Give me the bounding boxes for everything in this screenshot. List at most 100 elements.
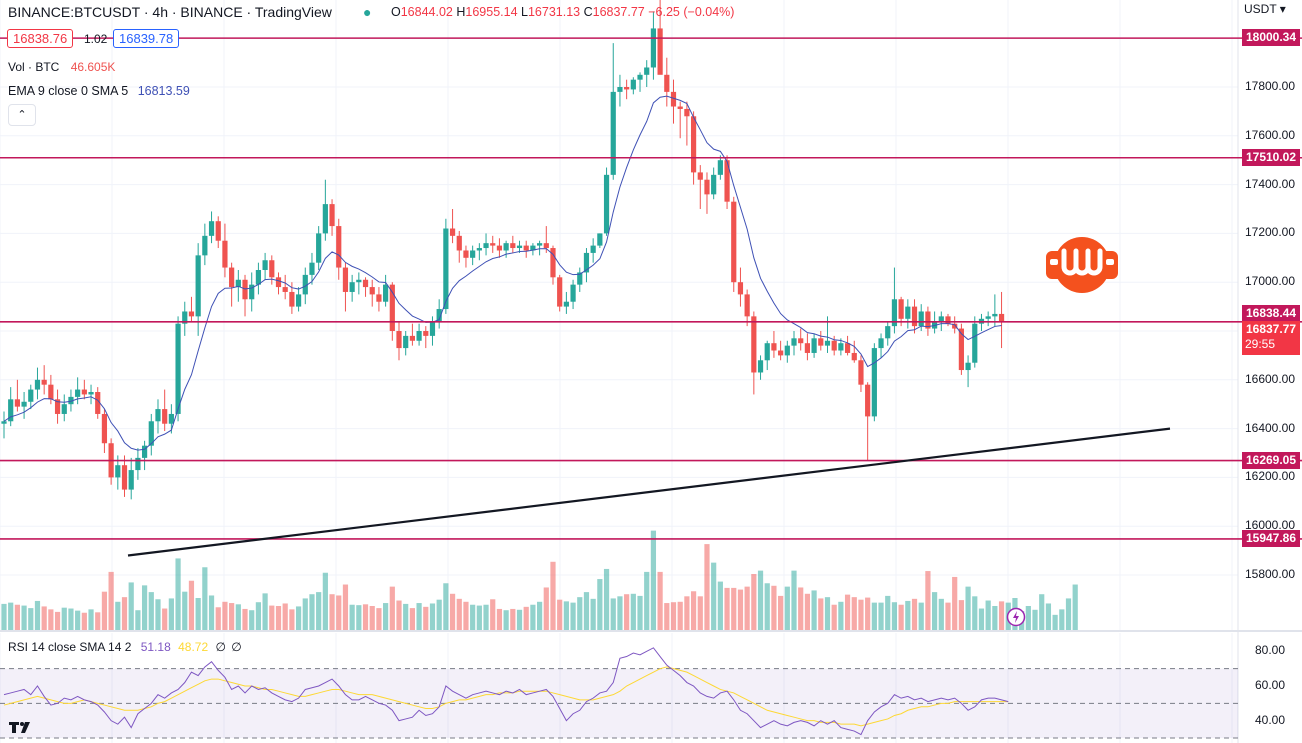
candle-body [737,282,744,295]
candle-body [824,340,831,346]
volume-bar [871,602,877,630]
candle-body [550,248,556,278]
volume-bar [28,608,34,630]
candle-body [369,287,375,295]
volume-bar [182,591,188,630]
candle-body [577,272,583,285]
price-axis-tick: 17200.00 [1244,225,1296,240]
volume-bar [851,597,857,630]
price-level-tag: 16838.44 [1242,304,1300,322]
volume-bar [208,595,215,630]
candle-body [972,323,978,363]
lightning-icon[interactable] [1006,607,1026,627]
close-value: 16837.77 [592,5,645,19]
price-axis-tick: 17800.00 [1244,79,1296,93]
candle-body [309,262,315,275]
candle-body [135,457,141,471]
volume-bar [1,603,7,630]
candle-body [998,313,1005,322]
candle-body [188,311,195,317]
volume-bar [249,610,255,630]
candle-body [537,243,543,246]
volume-bar [757,570,764,630]
volume-bar [992,606,998,630]
candle-body [115,465,121,478]
volume-bar [141,585,148,630]
volume-bar [470,604,476,630]
volume-bar [630,593,636,630]
volume-bar [543,587,549,630]
volume-bar [349,604,355,630]
volume-bar [697,596,703,630]
rsi-sma-line [3,666,1009,727]
price-axis-tick: 16400.00 [1244,420,1296,435]
candle-body [121,465,128,490]
candle-body [242,279,248,300]
candle-body [610,91,616,175]
volume-bar [121,597,128,630]
volume-bar [215,607,221,630]
volume-bar [289,609,295,630]
volume-bar [744,586,750,630]
candle-body [677,106,683,109]
ema-legend[interactable]: EMA 9 close 0 SMA 5 16813.59 [8,84,190,98]
volume-bar [316,592,322,630]
chevron-up-icon[interactable]: ⌃ [8,104,36,126]
candle-body [563,301,569,307]
volume-bar [456,598,462,630]
volume-bar [61,607,67,630]
volume-bar [389,586,395,630]
volume-bar [336,595,342,630]
candle-body [650,28,657,68]
volume-label: Vol · BTC [8,60,60,74]
volume-bar [463,601,469,630]
sell-price-button[interactable]: 16838.76 [7,29,74,48]
candle-body [684,108,690,117]
volume-bar [1059,609,1065,630]
volume-bar [617,596,623,630]
candle-body [932,321,938,329]
candle-body [295,294,302,307]
volume-bar [409,608,415,630]
chart-title[interactable]: BINANCE:BTCUSDT · 4h · BINANCE · Trading… [8,4,332,20]
tradingview-logo-icon[interactable] [8,718,36,738]
price-level-tag: 17510.02 [1242,148,1300,166]
volume-bar [764,583,770,630]
volume-legend[interactable]: Vol · BTC 46.605K [8,60,115,74]
watermark-logo-icon [1044,229,1120,301]
volume-bar [295,606,302,630]
buy-price-button[interactable]: 16839.78 [113,29,180,48]
candle-body [336,226,342,268]
bar-countdown: 29:55 [1245,336,1276,351]
price-axis-tick: 17400.00 [1244,176,1296,191]
candle-body [208,221,215,236]
volume-bar [88,609,94,630]
price-level-tag: 16269.05 [1242,451,1300,469]
volume-bar [1039,594,1045,630]
volume-bar [516,609,523,630]
volume-bar [965,586,971,630]
candle-body [697,172,703,180]
volume-bar [844,594,851,630]
rsi-legend[interactable]: RSI 14 close SMA 14 2 51.18 48.72 ∅ ∅ [8,640,242,654]
ema-value: 16813.59 [137,84,190,98]
volume-bar [590,598,596,630]
candle-body [28,389,34,402]
candle-body [778,350,784,356]
ohlc-readout: O16844.02 H16955.14 L16731.13 C16837.77 … [391,5,734,19]
volume-bar [597,579,603,630]
rsi-extra-1: ∅ [215,640,226,654]
volume-bar [1072,584,1078,630]
price-axis-tick: 17000.00 [1244,274,1296,289]
volume-bar [48,609,54,630]
candle-body [389,284,395,331]
currency-selector[interactable]: USDT ▾ [1244,2,1286,16]
rsi-axis-tick: 40.00 [1254,712,1286,727]
candle-body [865,384,871,417]
volume-bar [932,592,938,630]
volume-bar [690,591,697,630]
candle-body [603,174,610,234]
volume-bar [383,603,389,630]
candle-body [952,323,958,329]
